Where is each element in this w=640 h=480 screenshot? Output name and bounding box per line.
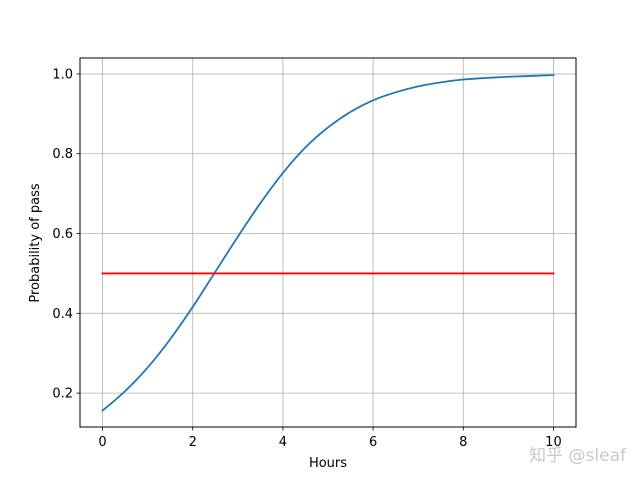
x-tick-label: 6	[369, 435, 377, 450]
y-tick-label: 0.2	[52, 387, 73, 402]
y-tick-label: 0.6	[52, 227, 73, 242]
x-axis-label: Hours	[309, 456, 347, 471]
x-tick-label: 4	[279, 435, 287, 450]
x-tick-label: 2	[189, 435, 197, 450]
grid-lines	[80, 58, 576, 427]
x-tick-label: 10	[545, 435, 562, 450]
y-tick-label: 0.4	[52, 307, 73, 322]
y-tick-label: 1.0	[52, 67, 73, 82]
y-axis-label: Probability of pass	[28, 183, 43, 303]
series-lines	[101, 74, 555, 412]
watermark-text: 知乎 @sleaf	[529, 446, 626, 466]
axis-ticks: 0 2 4 6 8 10 0.2 0.4 0.6 0.8 1.0	[52, 67, 561, 450]
y-tick-label: 0.8	[52, 147, 73, 162]
x-tick-label: 8	[459, 435, 467, 450]
x-tick-label: 0	[98, 435, 106, 450]
probability-curve-line	[101, 74, 555, 412]
plot-frame	[79, 57, 577, 428]
